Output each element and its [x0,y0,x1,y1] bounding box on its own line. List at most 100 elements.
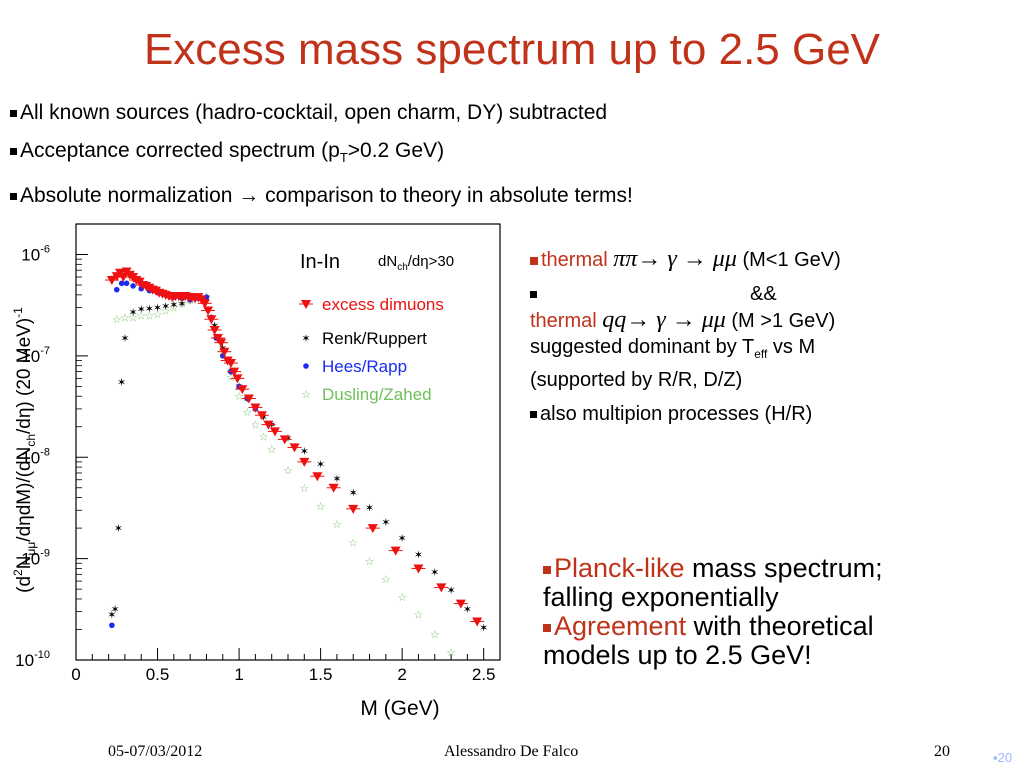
data-point [106,276,117,286]
data-point: ✶ [316,459,325,471]
legend-label: Renk/Ruppert [322,329,427,348]
data-point: ☆ [283,465,293,477]
data-point: ☆ [242,407,252,419]
data-point [279,435,290,445]
bullet-square-icon [530,411,537,419]
series-excess-dimuons [104,267,485,627]
y-tick-label: 10-7 [21,345,50,366]
data-point [413,564,424,574]
data-point: ✶ [137,304,146,316]
x-tick-label: 0 [71,665,80,684]
data-point: ☆ [136,311,146,323]
conclusion-agreement: Agreement with theoretical [543,612,1003,641]
data-point [206,315,217,325]
data-point: ☆ [446,647,456,659]
data-point [219,347,230,357]
data-point: ☆ [316,501,326,513]
data-point [118,280,125,287]
data-point [232,374,243,384]
bullet-square-icon [543,565,551,574]
data-point: ✶ [381,517,390,529]
data-point: ☆ [144,311,154,323]
y-tick-label: 10-9 [21,548,50,569]
footer-author: Alessandro De Falco [444,743,579,760]
data-point [209,326,220,336]
data-point: ✶ [114,523,123,535]
bullet-acceptance: Acceptance corrected spectrum (pT>0.2 Ge… [10,132,633,177]
data-point: ✶ [446,585,455,597]
bullet-square-icon [10,193,17,201]
data-point: ✶ [161,301,170,313]
data-point: ☆ [112,314,122,326]
data-point: ✶ [430,567,439,579]
data-point: ☆ [365,556,375,568]
data-point [269,427,280,437]
data-point [367,524,378,534]
data-point: ✶ [117,377,126,389]
bullet-normalization: Absolute normalization → comparison to t… [10,177,633,215]
data-point [212,334,223,344]
data-point: ☆ [414,610,424,622]
bullet-sources: All known sources (hadro-cocktail, open … [10,94,633,132]
data-point: ☆ [161,306,171,318]
data-point: ✶ [177,298,186,310]
data-point: ☆ [177,298,187,310]
data-point [199,299,210,309]
data-point: ✶ [414,549,423,561]
mechanism-multipion: also multipion processes (H/R) [530,401,1010,427]
x-axis-label: M (GeV) [360,697,439,720]
y-tick-label: 10-6 [21,244,50,265]
data-point [256,411,267,421]
data-point: ✶ [145,303,154,315]
data-point: ✶ [153,303,162,315]
data-point [237,385,248,395]
data-point [130,283,136,289]
data-point [113,286,120,293]
data-point [436,583,447,593]
data-point: ☆ [332,519,342,531]
data-point: ☆ [381,574,391,586]
data-point [225,359,236,369]
data-point: ✶ [300,446,309,458]
data-point: ✶ [169,300,178,312]
data-point [263,420,274,430]
data-point: ☆ [153,309,163,321]
data-point [312,472,323,482]
x-tick-label: 2 [397,665,406,684]
x-tick-label: 2.5 [472,665,496,684]
legend-label: Dusling/Zahed [322,385,432,404]
legend-marker: ☆ [301,389,311,401]
data-point [289,443,300,453]
series-hees-rapp [109,280,259,629]
data-point: ✶ [120,333,129,345]
bullet-square-icon [10,147,17,155]
x-tick-label: 0.5 [146,665,170,684]
data-point: ✶ [332,473,341,485]
footer-page-number: 20 [934,743,950,760]
data-point: ✶ [479,622,488,634]
data-point [250,403,261,413]
data-point [472,617,483,627]
data-point: ☆ [120,312,130,324]
system-label: In-In [300,251,340,273]
data-point [455,599,466,609]
mechanism-high-mass: && thermal qq→ γ → μμ (M >1 GeV) suggest… [530,283,836,391]
bullet-square-icon [530,291,537,299]
data-point: ✶ [463,604,472,616]
data-point: ☆ [250,420,260,432]
y-tick-label: 10-8 [21,446,50,467]
data-point: ✶ [107,610,116,622]
slide-title: Excess mass spectrum up to 2.5 GeV [143,25,881,74]
multiplicity-cut-label: dNch/dη>30 [378,253,454,273]
conclusion-planck: Planck-like mass spectrum; [543,554,1003,583]
data-point: ✶ [365,502,374,514]
data-point: ☆ [234,391,244,403]
data-point [243,394,254,404]
data-point: ☆ [430,629,440,641]
top-bullet-list: All known sources (hadro-cocktail, open … [10,94,633,215]
data-point [123,280,130,287]
data-point: ☆ [169,303,179,315]
mechanism-list: thermal ππ→ γ → μμ (M<1 GeV) && thermal … [530,246,1010,427]
x-tick-label: 1 [234,665,243,684]
data-point [109,622,115,629]
